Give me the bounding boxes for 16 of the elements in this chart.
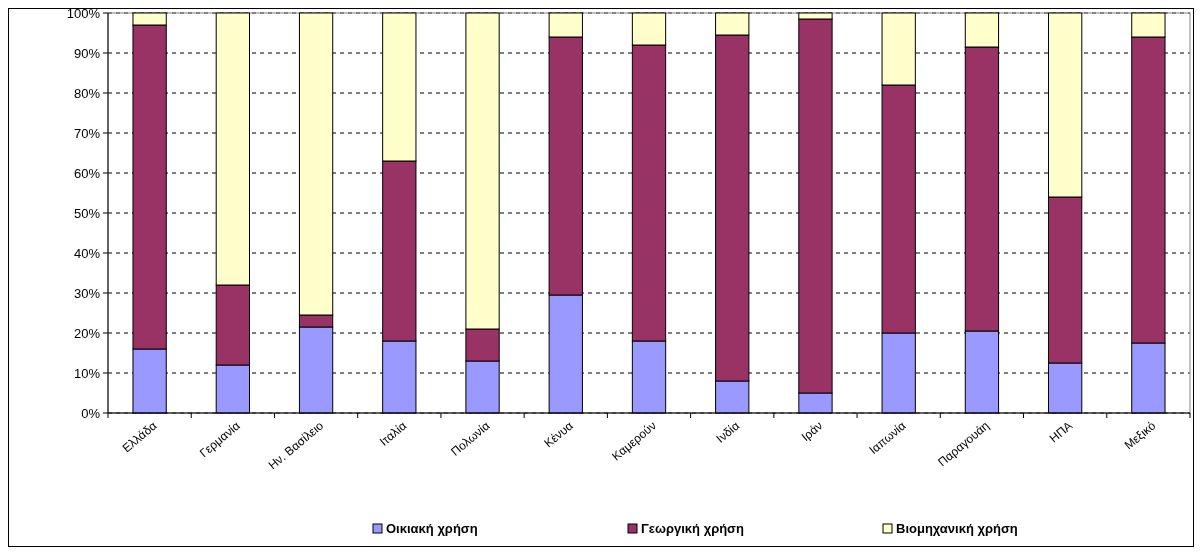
- y-tick-label: 50%: [73, 205, 101, 221]
- y-tick-label: 30%: [73, 285, 101, 301]
- legend-label: Γεωργική χρήση: [641, 521, 745, 536]
- x-tick-label: Ιράν: [798, 418, 826, 445]
- y-tick-label: 10%: [73, 365, 101, 381]
- y-tick-label: 0%: [81, 405, 101, 421]
- x-tick-label: ΗΠΑ: [1046, 418, 1076, 446]
- legend-label: Οικιακή χρήση: [386, 521, 478, 536]
- legend-label: Βιομηχανική χρήση: [896, 521, 1018, 536]
- y-tick-label: 40%: [73, 245, 101, 261]
- y-tick-label: 20%: [73, 325, 101, 341]
- y-tick-label: 100%: [66, 5, 101, 21]
- y-tick-label: 70%: [73, 125, 101, 141]
- y-tick-label: 90%: [73, 45, 101, 61]
- y-tick-label: 80%: [73, 85, 101, 101]
- y-tick-label: 60%: [73, 165, 101, 181]
